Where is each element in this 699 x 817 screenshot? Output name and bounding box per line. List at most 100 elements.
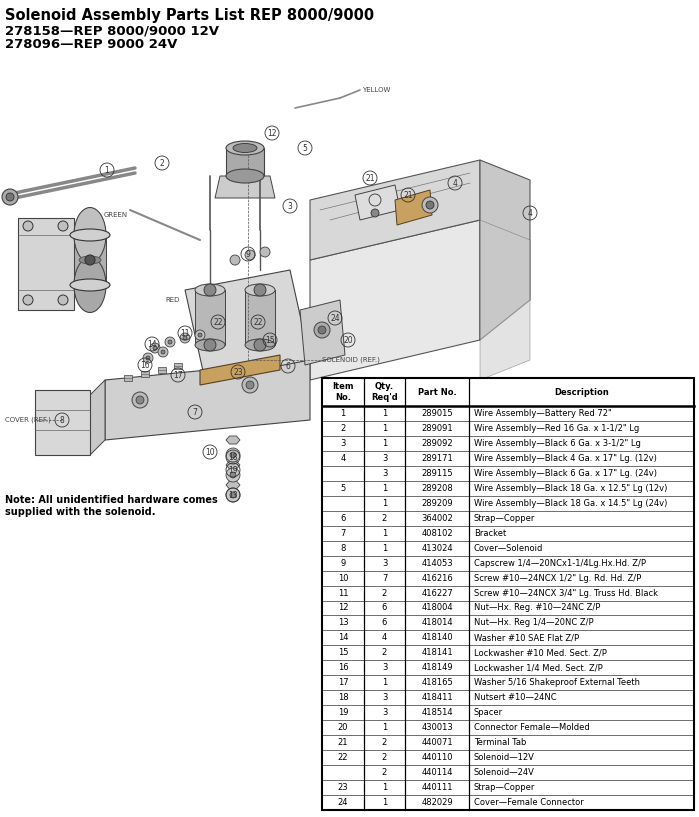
Text: 3: 3 [287,202,292,211]
Text: 418411: 418411 [421,694,453,703]
Text: 278096—REP 9000 24V: 278096—REP 9000 24V [5,38,178,51]
Polygon shape [480,160,530,340]
Ellipse shape [70,279,110,291]
Polygon shape [226,481,240,489]
Text: Solenoid—12V: Solenoid—12V [474,753,535,762]
Ellipse shape [245,284,275,296]
Ellipse shape [245,339,275,351]
Text: 440110: 440110 [421,753,453,762]
Text: 14: 14 [338,633,348,642]
Text: 418141: 418141 [421,649,453,658]
Polygon shape [226,436,240,444]
Text: 1: 1 [382,783,387,792]
Ellipse shape [226,169,264,183]
Text: 2: 2 [340,424,345,433]
Text: 16: 16 [338,663,348,672]
Text: 416227: 416227 [421,588,453,597]
Text: 2: 2 [382,768,387,777]
Circle shape [58,221,68,231]
Text: 11: 11 [338,588,348,597]
Circle shape [230,255,240,265]
Polygon shape [74,235,106,285]
Bar [35,390,90,455]
Text: 3: 3 [382,708,387,717]
Text: 21: 21 [338,739,348,748]
Text: 21: 21 [366,173,375,182]
Text: 278158—REP 8000/9000 12V: 278158—REP 8000/9000 12V [5,24,219,37]
Text: 440111: 440111 [421,783,453,792]
Text: 10: 10 [338,574,348,583]
Circle shape [58,295,68,305]
Text: 3: 3 [382,469,387,478]
Polygon shape [124,375,132,381]
Text: 2: 2 [382,739,387,748]
Text: 289171: 289171 [421,454,453,463]
Circle shape [158,347,168,357]
Circle shape [204,284,216,296]
Text: 12: 12 [338,604,348,613]
Text: 6: 6 [340,514,346,523]
Circle shape [168,340,172,344]
Circle shape [426,201,434,209]
Text: 408102: 408102 [421,529,453,538]
Polygon shape [185,270,310,380]
Text: 289092: 289092 [421,439,453,448]
Circle shape [6,193,14,201]
Polygon shape [300,300,345,365]
Circle shape [161,350,165,354]
Text: 7: 7 [192,408,197,417]
Bar [245,290,275,345]
Bar [322,378,694,810]
Text: Nutsert #10—24NC: Nutsert #10—24NC [474,694,556,703]
Text: 3: 3 [382,694,387,703]
Circle shape [318,326,326,334]
Text: Solenoid Assembly Parts List REP 8000/9000: Solenoid Assembly Parts List REP 8000/90… [5,8,374,23]
Text: 1: 1 [382,409,387,418]
Text: YELLOW: YELLOW [362,87,390,93]
Circle shape [246,381,254,389]
Text: Capscrew 1/4—20NCx1-1/4Lg.Hx.Hd. Z/P: Capscrew 1/4—20NCx1-1/4Lg.Hx.Hd. Z/P [474,559,646,568]
Text: 430013: 430013 [421,723,453,732]
Text: Cover—Solenoid: Cover—Solenoid [474,543,543,552]
Text: 482029: 482029 [421,798,453,807]
Text: 1: 1 [382,484,387,493]
Text: 440071: 440071 [421,739,453,748]
Circle shape [230,472,236,478]
Text: 19: 19 [228,466,238,475]
Text: Washer #10 SAE Flat Z/P: Washer #10 SAE Flat Z/P [474,633,579,642]
Text: 15: 15 [338,649,348,658]
Text: 13: 13 [228,490,238,499]
Text: 1: 1 [340,409,345,418]
Text: 2: 2 [382,753,387,762]
Polygon shape [141,371,149,377]
Ellipse shape [233,144,257,153]
Text: 440114: 440114 [421,768,453,777]
Text: 289208: 289208 [421,484,453,493]
Text: 8: 8 [59,416,64,425]
Text: 418140: 418140 [421,633,453,642]
Polygon shape [174,363,182,369]
Text: 13: 13 [338,618,348,627]
Text: 289115: 289115 [421,469,453,478]
Circle shape [254,284,266,296]
Text: 2: 2 [382,514,387,523]
Text: 18: 18 [338,694,348,703]
Text: Wire Assembly—Black 18 Ga. x 14.5" Lg (24v): Wire Assembly—Black 18 Ga. x 14.5" Lg (2… [474,498,668,507]
Text: 23: 23 [338,783,348,792]
Circle shape [180,333,190,343]
Ellipse shape [70,229,110,241]
Text: Description: Description [554,387,609,396]
Text: 414053: 414053 [421,559,453,568]
Text: 3: 3 [382,663,387,672]
Text: 23: 23 [233,368,243,377]
Circle shape [150,343,160,353]
Text: 5: 5 [340,484,345,493]
Circle shape [260,247,270,257]
Polygon shape [215,176,275,198]
Text: 289209: 289209 [421,498,453,507]
Polygon shape [18,218,74,310]
Bar [195,290,225,345]
Text: 4: 4 [452,178,457,187]
Ellipse shape [195,339,225,351]
Text: 1: 1 [382,798,387,807]
